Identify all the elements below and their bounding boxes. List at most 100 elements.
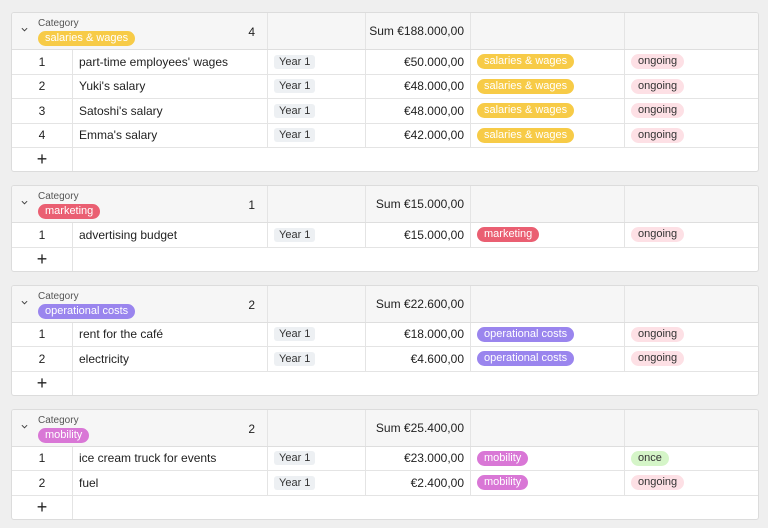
collapse-toggle[interactable] <box>21 199 28 206</box>
status-pill: ongoing <box>631 78 685 94</box>
row-index: 2 <box>12 471 73 495</box>
status-pill: ongoing <box>631 351 685 367</box>
year-tag: Year 1 <box>274 54 316 69</box>
year-tag: Year 1 <box>274 475 316 490</box>
row-name: electricity <box>73 347 268 371</box>
table-row[interactable]: 3 Satoshi's salary Year 1 €48.000,00 salarie… <box>12 99 758 124</box>
row-name: ice cream truck for events <box>73 446 268 470</box>
group-category-pill: marketing <box>38 204 101 219</box>
add-row-button[interactable]: + <box>12 148 73 171</box>
category-pill: operational costs <box>477 326 575 342</box>
table-row[interactable]: 1 ice cream truck for events Year 1 €23.000… <box>12 446 758 471</box>
amount: €18.000,00 <box>366 322 471 346</box>
group-header: Category salaries & wages 4 Sum €188.000,00 <box>12 13 758 50</box>
amount: €2.400,00 <box>366 471 471 495</box>
group-title-cell: Category operational costs 2 <box>12 285 268 322</box>
category-cell: mobility <box>471 446 625 470</box>
amount: €15.000,00 <box>366 223 471 247</box>
status-cell: ongoing <box>625 347 758 371</box>
add-row: + <box>12 148 758 171</box>
status-pill: ongoing <box>631 475 685 491</box>
group-header: Category mobility 2 Sum €25.400,00 <box>12 409 758 447</box>
header-cell <box>268 13 366 49</box>
category-pill: salaries & wages <box>477 103 575 119</box>
collapse-toggle[interactable] <box>21 423 28 430</box>
group: Category marketing 1 Sum €15.000,00 1 adverti… <box>11 185 759 272</box>
group-category-pill: operational costs <box>38 303 136 319</box>
year-cell: Year 1 <box>268 347 366 371</box>
collapse-toggle[interactable] <box>21 299 28 306</box>
row-name: part-time employees' wages <box>73 50 268 74</box>
header-cell <box>268 285 366 322</box>
status-pill: ongoing <box>631 54 685 70</box>
status-cell: ongoing <box>625 323 758 347</box>
row-index: 2 <box>12 347 73 371</box>
group-title-cell: Category salaries & wages 4 <box>12 13 268 49</box>
group: Category operational costs 2 Sum €22.600,00… <box>11 284 759 396</box>
table-row[interactable]: 2 electricity Year 1 €4.600,00 operational c… <box>12 347 758 372</box>
add-row-button[interactable]: + <box>12 371 73 395</box>
year-tag: Year 1 <box>274 79 316 94</box>
category-cell: operational costs <box>471 347 625 371</box>
row-index: 1 <box>12 446 73 470</box>
table-row[interactable]: 1 part-time employees' wages Year 1 €50.000… <box>12 50 758 75</box>
header-cell <box>268 186 366 222</box>
header-cell <box>471 186 625 222</box>
add-row-filler <box>73 148 758 171</box>
add-row: + <box>12 371 758 395</box>
add-row: + <box>12 247 758 271</box>
row-name: fuel <box>73 471 268 495</box>
add-row-filler <box>73 496 758 519</box>
amount: €4.600,00 <box>366 347 471 371</box>
status-pill: ongoing <box>631 103 685 119</box>
add-row-filler <box>73 372 758 395</box>
add-row-button[interactable]: + <box>12 247 73 271</box>
group-count: 2 <box>248 297 255 312</box>
header-cell <box>471 409 625 446</box>
status-pill: ongoing <box>631 127 685 143</box>
amount: €48.000,00 <box>366 74 471 98</box>
header-cell <box>471 285 625 322</box>
table-row[interactable]: 2 Yuki's salary Year 1 €48.000,00 salaries &… <box>12 74 758 99</box>
group: Category salaries & wages 4 Sum €188.000,00… <box>11 12 759 172</box>
amount: €23.000,00 <box>366 446 471 470</box>
group-sum: Sum €25.400,00 <box>375 420 464 435</box>
year-tag: Year 1 <box>274 128 316 143</box>
group-category-pill: salaries & wages <box>38 31 136 46</box>
group-count: 4 <box>248 25 255 39</box>
sum-cell: Sum €25.400,00 <box>366 409 471 446</box>
category-cell: operational costs <box>471 322 625 346</box>
row-index: 1 <box>12 322 73 346</box>
category-pill: operational costs <box>477 351 575 367</box>
status-cell: ongoing <box>625 223 758 247</box>
year-tag: Year 1 <box>274 327 316 342</box>
year-cell: Year 1 <box>268 123 366 147</box>
category-pill: marketing <box>477 227 540 243</box>
year-cell: Year 1 <box>268 322 366 346</box>
year-cell: Year 1 <box>268 74 366 98</box>
row-index: 2 <box>12 74 73 98</box>
status-cell: ongoing <box>625 50 758 74</box>
header-cell <box>471 13 625 49</box>
category-cell: mobility <box>471 471 625 495</box>
collapse-toggle[interactable] <box>21 26 28 33</box>
status-pill: ongoing <box>631 326 685 342</box>
category-pill: salaries & wages <box>477 78 575 94</box>
table-row[interactable]: 1 advertising budget Year 1 €15.000,00 marke… <box>12 223 758 248</box>
header-cell <box>268 409 366 446</box>
row-index: 1 <box>12 223 73 247</box>
add-row-button[interactable]: + <box>12 495 73 519</box>
group-field-label: Category <box>38 414 79 426</box>
table-row[interactable]: 1 rent for the café Year 1 €18.000,00 operat… <box>12 322 758 347</box>
group-sum: Sum €188.000,00 <box>369 24 464 38</box>
year-cell: Year 1 <box>268 471 366 495</box>
row-index: 3 <box>12 99 73 123</box>
year-tag: Year 1 <box>274 351 316 366</box>
table-row[interactable]: 2 fuel Year 1 €2.400,00 mobility ongoing <box>12 471 758 496</box>
status-cell: ongoing <box>625 471 758 495</box>
row-name: Emma's salary <box>73 123 268 147</box>
table-row[interactable]: 4 Emma's salary Year 1 €42.000,00 salaries &… <box>12 123 758 148</box>
year-cell: Year 1 <box>268 50 366 74</box>
row-name: rent for the café <box>73 322 268 346</box>
sum-cell: Sum €15.000,00 <box>366 186 471 222</box>
